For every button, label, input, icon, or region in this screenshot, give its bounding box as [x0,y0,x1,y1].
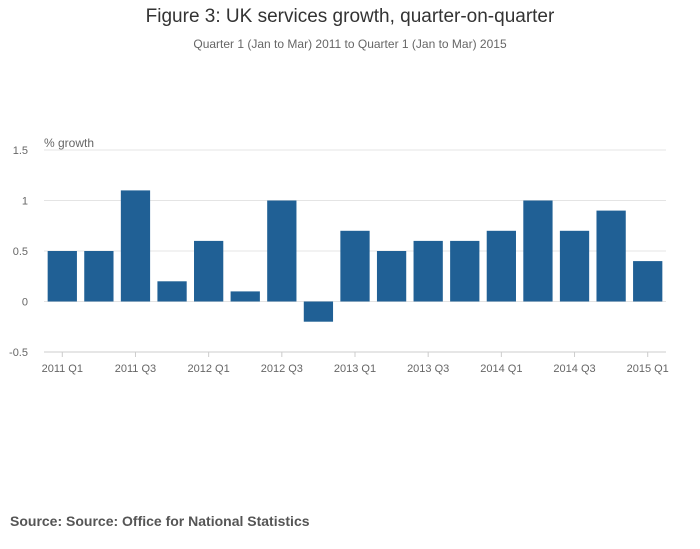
x-tick-label: 2012 Q3 [261,363,303,375]
bar-2013-q4 [450,240,480,302]
y-tick-label: 0.5 [13,246,28,258]
bar-2013-q1 [340,230,370,302]
chart-title: Figure 3: UK services growth, quarter-on… [145,6,555,27]
bar-2012-q4 [303,301,334,322]
source-note: Source: Source: Office for National Stat… [10,513,310,529]
bars [47,190,663,322]
x-tick-label: 2013 Q3 [407,363,449,375]
bar-2012-q2 [230,291,260,302]
bar-2015-q1 [633,261,663,302]
y-axis-label: % growth [44,136,94,150]
bar-2014-q3 [559,230,590,302]
chart-subtitle: Quarter 1 (Jan to Mar) 2011 to Quarter 1… [193,37,507,51]
bar-2012-q3 [267,200,297,302]
bar-2014-q4 [596,210,626,302]
x-tick-label: 2012 Q1 [188,363,230,375]
x-tick-label: 2013 Q1 [334,363,376,375]
x-tick-label: 2011 Q3 [115,363,156,375]
x-axis-ticks: 2011 Q1 2011 Q3 2012 Q1 2012 Q3 2013 Q1 2013 … [42,352,669,375]
bar-2011-q1 [47,251,77,302]
bar-2013-q3 [413,240,443,302]
bar-2011-q4 [157,281,187,302]
bar-2014-q2 [523,200,553,302]
y-tick-label: 0 [22,297,28,309]
bar-2014-q1 [486,230,516,302]
y-tick-label: 1 [22,196,28,208]
x-tick-label: 2011 Q1 [42,363,83,375]
y-axis-ticks: 1.5 1 0.5 0 -0.5 [9,145,28,359]
x-tick-label: 2015 Q1 [627,363,669,375]
x-tick-label: 2014 Q3 [553,363,595,375]
bar-2011-q2 [84,251,114,302]
x-tick-label: 2014 Q1 [480,363,522,375]
bar-2013-q2 [376,251,407,302]
y-tick-label: -0.5 [9,347,28,359]
bar-2011-q3 [120,190,151,302]
y-tick-label: 1.5 [13,145,28,157]
bar-2012-q1 [194,240,224,302]
